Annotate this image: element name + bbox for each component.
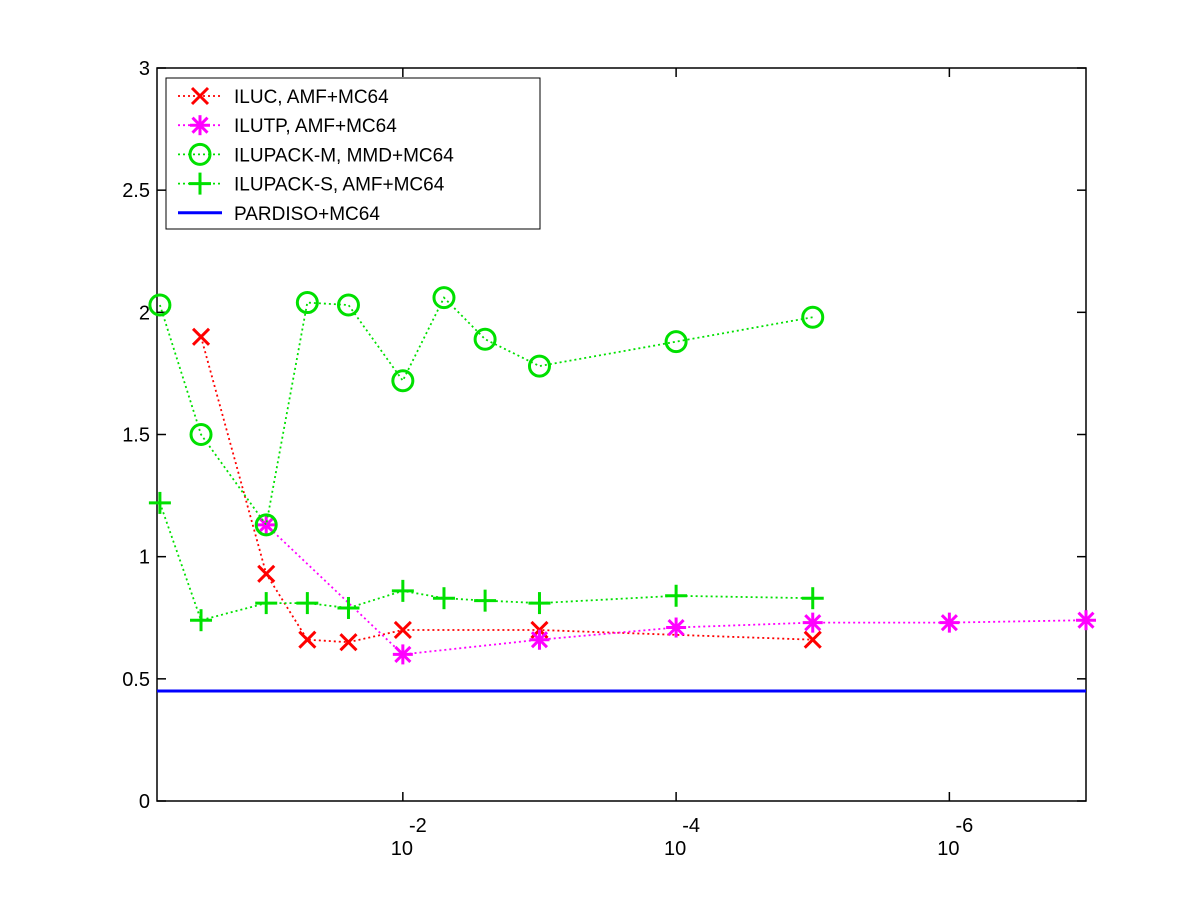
data-point (339, 633, 358, 652)
data-point (474, 589, 497, 612)
legend-item: PARDISO+MC64 (178, 204, 380, 225)
data-point (296, 592, 319, 615)
y-tick-label: 1 (139, 547, 150, 569)
data-point (473, 327, 497, 351)
data-point (254, 513, 278, 537)
data-point (664, 330, 688, 354)
data-point (801, 305, 825, 329)
data-point (391, 369, 415, 393)
data-point (336, 293, 360, 317)
data-point (257, 564, 276, 583)
data-point (189, 423, 213, 446)
legend-label: ILUPACK-S, AMF+MC64 (234, 175, 445, 196)
legend-marker (190, 115, 210, 136)
data-point (256, 514, 277, 535)
legend-label: ILUPACK-M, MMD+MC64 (234, 145, 454, 166)
y-tick-label: 0.5 (122, 669, 150, 691)
legend-item: ILUPACK-S, AMF+MC64 (178, 172, 445, 196)
data-point (298, 630, 317, 649)
data-point (801, 587, 824, 610)
y-tick-label: 3 (139, 58, 150, 80)
legend-item: ILUTP, AMF+MC64 (178, 115, 397, 137)
y-tick-label: 2.5 (122, 180, 150, 202)
legend-item: ILUPACK-M, MMD+MC64 (178, 142, 454, 166)
series-line (159, 296, 813, 528)
y-tick-label: 2 (139, 302, 150, 324)
legend-label: ILUTP, AMF+MC64 (234, 116, 397, 137)
data-point (528, 592, 551, 615)
data-point (529, 629, 550, 650)
x-tick-label-base: 10 (391, 838, 413, 860)
data-point (337, 596, 360, 619)
data-point (190, 609, 213, 632)
data-point (666, 617, 687, 638)
series-1 (256, 514, 1096, 665)
series-3 (148, 491, 824, 632)
data-point (527, 354, 551, 378)
x-tick-label-base: 10 (664, 838, 686, 860)
data-point (802, 612, 823, 633)
data-point (665, 584, 688, 607)
data-point (392, 644, 413, 665)
data-point (255, 592, 278, 615)
x-tick-label-exponent: -4 (682, 815, 700, 837)
data-point (295, 291, 319, 315)
x-tick-label-exponent: -6 (955, 815, 973, 837)
data-point (432, 587, 455, 610)
data-point (148, 293, 172, 317)
data-point (391, 579, 414, 602)
legend-label: ILUC, AMF+MC64 (234, 87, 389, 108)
data-point (148, 491, 171, 514)
data-point (803, 630, 822, 649)
x-tick-label-base: 10 (937, 838, 959, 860)
data-point (393, 620, 412, 640)
legend-marker (190, 86, 210, 106)
legend-item: ILUC, AMF+MC64 (178, 86, 389, 108)
data-point (432, 286, 456, 310)
y-tick-label: 0 (139, 791, 150, 813)
legend: ILUC, AMF+MC64 ILUTP, AMF+MC64 ILUPACK-M, … (165, 77, 541, 230)
series-2 (148, 286, 825, 537)
legend-marker (188, 142, 212, 166)
data-point (191, 327, 211, 346)
x-tick-label-exponent: -2 (409, 815, 427, 837)
series-layer (148, 286, 1096, 693)
legend-label: PARDISO+MC64 (234, 204, 380, 225)
data-point (1076, 610, 1096, 631)
y-tick-label: 1.5 (122, 425, 150, 447)
legend-box (165, 77, 541, 230)
data-point (939, 612, 960, 633)
legend-marker (189, 172, 211, 195)
